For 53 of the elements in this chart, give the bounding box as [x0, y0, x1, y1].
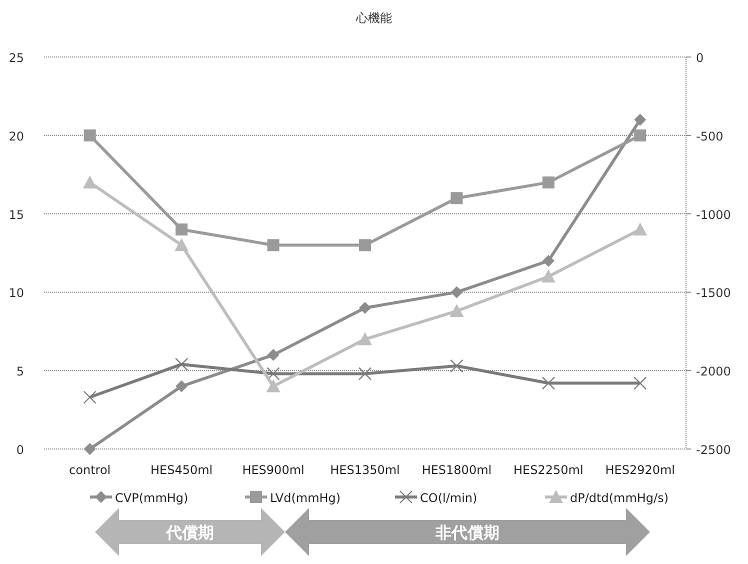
point	[542, 254, 554, 267]
point	[542, 376, 556, 390]
text: 代償期	[165, 523, 214, 542]
point	[84, 443, 96, 455]
legend-label: LVd(mmHg)	[270, 491, 341, 505]
point	[358, 332, 372, 346]
point	[359, 302, 371, 314]
y2-tick-label: -500	[696, 129, 724, 144]
point	[83, 390, 96, 404]
point	[174, 358, 188, 371]
y2-tick-label: -1500	[696, 286, 731, 300]
y-tick-label: 15	[8, 208, 24, 222]
point	[541, 270, 556, 283]
point	[634, 376, 647, 390]
point	[266, 379, 280, 392]
legend-label: CO(l/min)	[420, 491, 478, 505]
x-tick-label: HES2250ml	[514, 463, 584, 477]
y2-tick-label: -2500	[696, 443, 731, 457]
point	[633, 222, 648, 236]
point	[450, 286, 463, 298]
point	[267, 348, 280, 361]
x-tick-label: HES900ml	[242, 463, 304, 477]
point	[542, 176, 554, 188]
y-tick-label: 10	[8, 286, 24, 300]
y2-tick-label: 0	[696, 51, 704, 65]
x-tick-label: control	[69, 463, 111, 477]
text: 非代償期	[434, 523, 500, 542]
x-tick-label: HES450ml	[150, 463, 213, 477]
y-tick-label: 25	[8, 51, 24, 65]
legend-label: CVP(mmHg)	[115, 491, 188, 505]
y-tick-label: 0	[16, 443, 24, 457]
y2-tick-label: -1000	[696, 208, 731, 222]
point	[450, 192, 463, 204]
point	[358, 367, 372, 380]
point	[174, 238, 189, 252]
point	[359, 239, 371, 252]
point	[634, 129, 646, 142]
chart-title: 心機能	[355, 11, 392, 25]
y-tick-label: 5	[16, 364, 24, 379]
y2-tick-label: -2000	[696, 364, 731, 379]
x-tick-label: HES1800ml	[422, 463, 492, 477]
x-tick-label: HES1350ml	[330, 463, 400, 477]
point	[84, 129, 96, 142]
point	[450, 359, 464, 372]
y-tick-label: 20	[8, 129, 24, 144]
point	[176, 223, 188, 236]
point	[450, 304, 464, 318]
x-tick-label: HES2920ml	[605, 463, 676, 477]
point	[176, 380, 188, 392]
point	[634, 114, 646, 126]
point	[267, 239, 280, 252]
legend-label: dP/dtd(mmHg/s)	[570, 491, 669, 505]
point	[82, 175, 97, 188]
